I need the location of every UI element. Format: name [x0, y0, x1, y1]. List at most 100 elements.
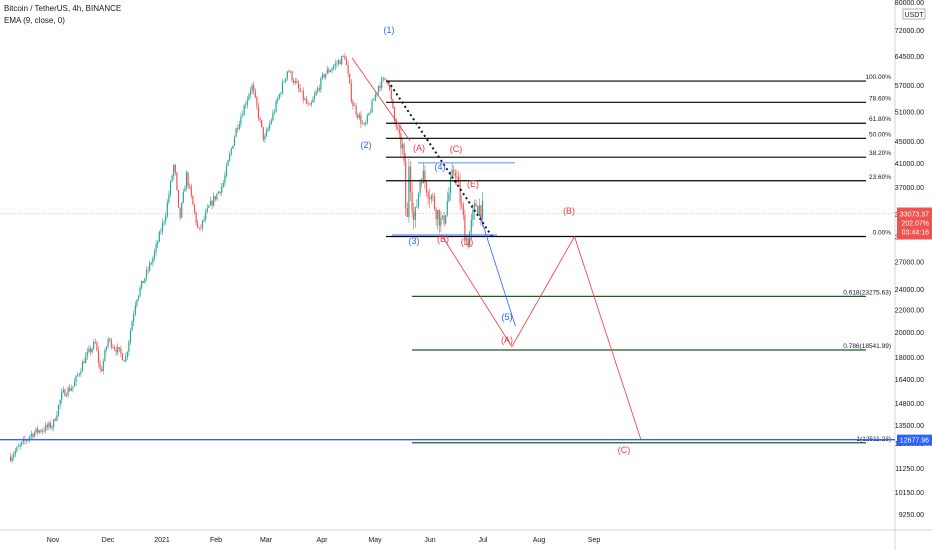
candle-body — [454, 173, 456, 177]
candle — [69, 383, 71, 392]
candle-body — [443, 215, 445, 224]
candle-body — [72, 386, 74, 389]
fib-label: 100.00% — [865, 74, 891, 81]
candle — [467, 235, 469, 249]
candle — [347, 61, 349, 78]
candle-body — [432, 195, 434, 197]
candle-body — [459, 182, 461, 204]
candle — [97, 346, 100, 368]
candle-body — [235, 128, 237, 137]
candle — [65, 392, 68, 398]
candle — [413, 202, 415, 230]
candle — [165, 212, 167, 225]
candle — [169, 180, 172, 198]
candle-body — [131, 321, 133, 331]
candle — [51, 425, 53, 432]
candle-body — [309, 104, 311, 105]
candle — [137, 295, 140, 302]
candle — [475, 199, 477, 207]
last-price-tag: 33073.37 202.07% 03:44:16 — [897, 207, 932, 240]
candle-body — [182, 191, 184, 203]
candle-body — [73, 381, 76, 387]
candle-body — [305, 98, 308, 104]
candle-body — [368, 113, 370, 116]
candle — [45, 422, 47, 434]
candle-body — [337, 60, 340, 64]
candle — [185, 170, 188, 192]
candle-body — [315, 91, 317, 96]
price-tick-label: 45000.00 — [895, 139, 924, 146]
candle — [155, 240, 157, 256]
candle-body — [334, 63, 336, 67]
price-tick-label: 51000.00 — [895, 109, 924, 116]
price-tick-label: 11250.00 — [895, 466, 924, 473]
candle-body — [230, 148, 232, 155]
candle-body — [347, 64, 349, 74]
fib-label: 78.60% — [869, 95, 891, 102]
candle-body — [93, 341, 95, 349]
candle — [227, 159, 229, 166]
candle-body — [301, 90, 303, 92]
candle-body — [41, 430, 44, 432]
candle — [299, 83, 301, 93]
candle — [350, 79, 352, 104]
candle-body — [35, 428, 37, 433]
candle — [43, 426, 45, 433]
candle — [105, 346, 108, 353]
candle — [35, 428, 37, 435]
candle — [107, 336, 109, 349]
wave-label-blue: (3) — [409, 236, 420, 246]
wave-label-blue: (5) — [502, 312, 513, 322]
candle — [437, 209, 439, 230]
fib-label: 0.00% — [873, 230, 892, 237]
candle-body — [129, 330, 132, 342]
time-tick-label: Feb — [210, 537, 222, 544]
candle-body — [297, 83, 300, 89]
candle — [337, 58, 340, 67]
candle — [139, 285, 141, 298]
candle — [371, 98, 373, 113]
candle — [251, 83, 253, 95]
candle-body — [435, 208, 437, 220]
support-tag-text: 12677.96 — [900, 438, 929, 445]
candle-body — [155, 243, 157, 252]
candle — [441, 215, 444, 221]
candle — [302, 87, 304, 104]
candle-body — [416, 206, 418, 208]
candle-body — [245, 104, 247, 106]
candle — [30, 430, 32, 441]
candle-body — [25, 440, 28, 442]
candle-body — [331, 68, 333, 71]
candle — [443, 211, 445, 227]
candle — [305, 95, 308, 105]
candle — [89, 345, 92, 356]
candle-body — [53, 419, 55, 427]
candle — [433, 192, 436, 211]
candle-body — [333, 66, 335, 69]
candle — [261, 119, 263, 128]
candle — [123, 359, 125, 362]
trend-line-red — [351, 57, 411, 142]
candle — [177, 189, 180, 209]
candle-body — [211, 200, 213, 206]
candle — [229, 151, 231, 163]
candle — [307, 100, 309, 107]
last-price-countdown: 03:44:16 — [902, 230, 929, 237]
candle-body — [181, 202, 183, 218]
candle — [211, 199, 213, 210]
candle-body — [481, 200, 484, 219]
fib-label: 61.80% — [869, 116, 891, 123]
candle — [331, 66, 333, 74]
candle-body — [461, 203, 463, 206]
candle — [321, 71, 324, 81]
candle — [469, 230, 471, 248]
candle — [249, 86, 252, 99]
price-tick-label: 37000.00 — [895, 185, 924, 192]
price-tick-label: 20000.00 — [895, 330, 924, 337]
candle — [349, 73, 351, 84]
candle-body — [398, 128, 400, 134]
candle-body — [13, 454, 15, 458]
candle — [286, 70, 288, 81]
candle-body — [227, 160, 229, 166]
